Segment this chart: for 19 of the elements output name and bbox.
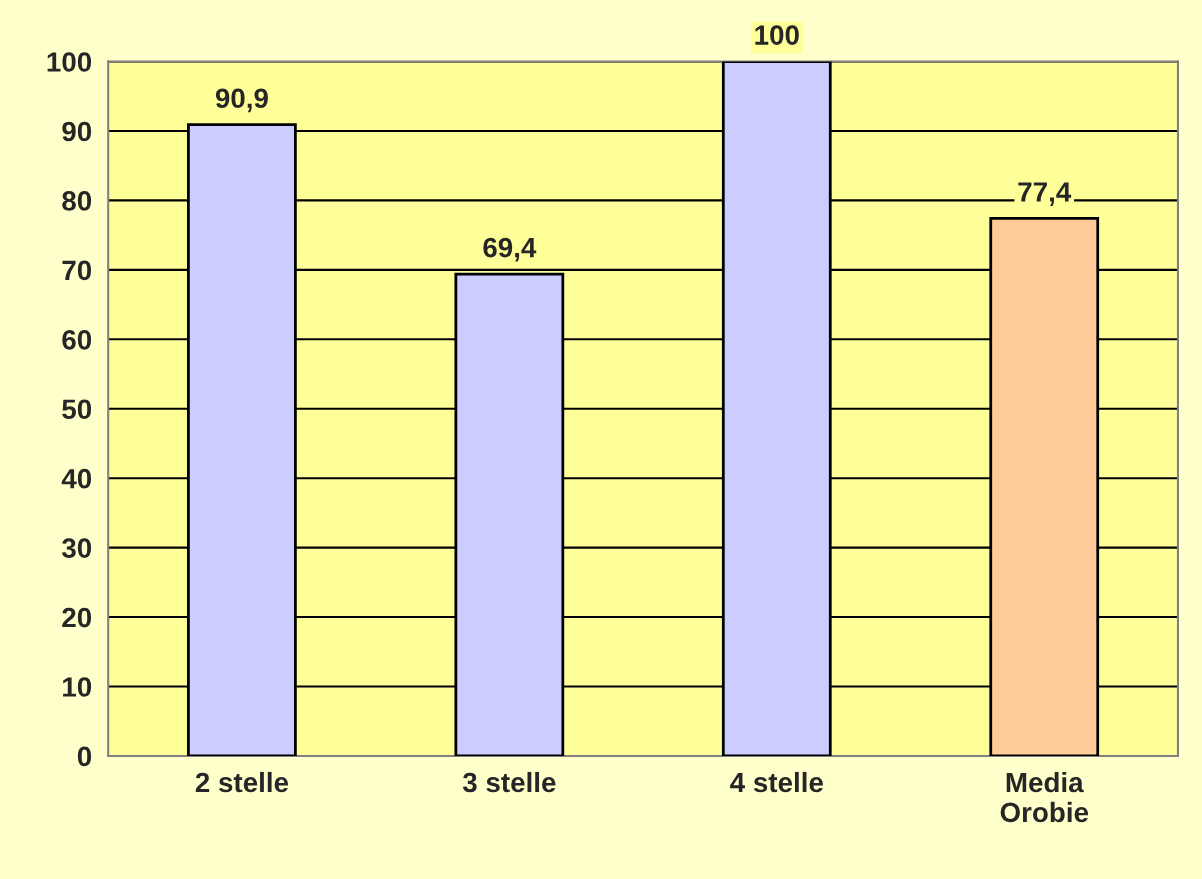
data-label: 100	[755, 25, 799, 45]
y-tick-label: 60	[62, 329, 92, 350]
y-tick-label: 0	[77, 746, 92, 767]
x-tick-label: Media Orobie	[1000, 771, 1089, 823]
y-tick-label: 40	[61, 468, 92, 489]
y-tick-label: 10	[63, 677, 92, 697]
x-tick-label: 4 stelle	[730, 771, 823, 793]
data-label: 90,9	[215, 88, 268, 113]
y-tick-label: 30	[61, 538, 92, 558]
y-tick-label: 70	[62, 260, 92, 281]
x-tick-label: 2 stelle	[195, 771, 289, 793]
x-tick-label: 3 stelle	[462, 771, 556, 793]
y-tick-label: 100	[47, 52, 92, 72]
data-label: 77,4	[1018, 182, 1072, 206]
y-tick-label: 20	[62, 607, 92, 628]
data-label: 69,4	[483, 237, 537, 262]
y-tick-label: 50	[62, 399, 92, 420]
y-tick-label: 90	[62, 121, 92, 142]
y-tick-label: 80	[62, 191, 92, 211]
